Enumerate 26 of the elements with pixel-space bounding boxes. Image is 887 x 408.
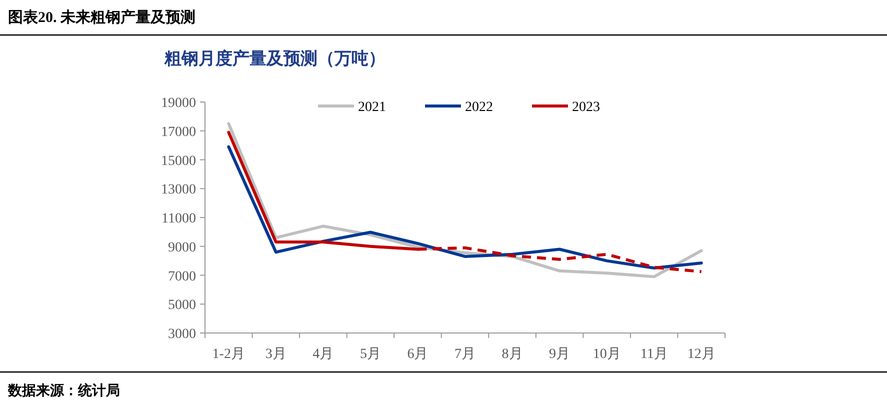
y-tick-label: 13000 bbox=[161, 182, 196, 198]
x-tick-label: 9月 bbox=[549, 347, 570, 362]
y-tick-label: 15000 bbox=[161, 154, 196, 169]
y-tick-label: 19000 bbox=[161, 96, 196, 111]
legend-label: 2021 bbox=[358, 100, 386, 115]
legend-label: 2023 bbox=[572, 100, 600, 115]
y-tick-label: 17000 bbox=[161, 124, 196, 140]
x-tick-label: 10月 bbox=[592, 347, 621, 362]
y-tick-label: 7000 bbox=[168, 269, 196, 284]
y-tick-label: 9000 bbox=[168, 240, 196, 256]
y-tick-label: 3000 bbox=[168, 327, 196, 342]
x-tick-label: 5月 bbox=[360, 347, 381, 362]
chart-subtitle: 粗钢月度产量及预测（万吨） bbox=[164, 49, 386, 68]
x-tick-label: 6月 bbox=[407, 347, 428, 362]
y-tick-label: 5000 bbox=[168, 298, 196, 314]
x-tick-label: 3月 bbox=[265, 347, 286, 362]
x-tick-label: 4月 bbox=[312, 347, 334, 362]
x-tick-label: 11月 bbox=[640, 347, 668, 362]
x-tick-label: 8月 bbox=[502, 347, 523, 362]
x-tick-label: 7月 bbox=[454, 347, 476, 362]
source-note: 数据来源：统计局 bbox=[7, 382, 120, 399]
x-tick-label: 1-2月 bbox=[212, 347, 245, 362]
x-tick-label: 12月 bbox=[687, 347, 716, 362]
chart-title: 图表20. 未来粗钢产量及预测 bbox=[8, 9, 196, 26]
legend-label: 2022 bbox=[465, 100, 493, 115]
y-tick-label: 11000 bbox=[162, 212, 196, 226]
